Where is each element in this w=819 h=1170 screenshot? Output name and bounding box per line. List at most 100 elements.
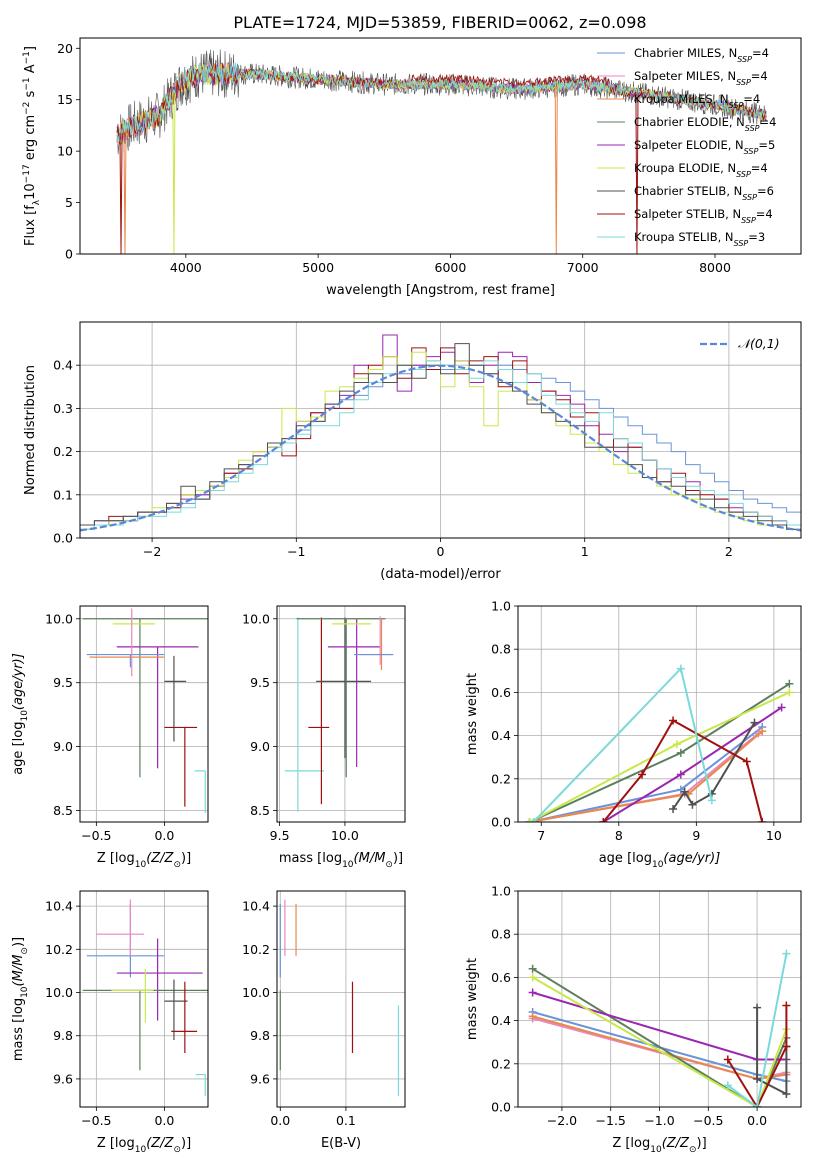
panel-mass_vs_ebv: 0.0 0.1 9.6 9.8 10.0 10.2 10.4 E(B-V)	[242, 890, 406, 1151]
x-tick-label: −0.5	[81, 1113, 111, 1128]
axes-frame	[79, 605, 209, 823]
weight-marker	[599, 818, 608, 822]
y-tick-label: 0.1	[53, 487, 73, 502]
weight-marker	[669, 805, 678, 814]
plot-area	[82, 899, 208, 1097]
weight-marker	[638, 770, 647, 779]
y-tick-label: 0.2	[491, 1056, 511, 1071]
y-tick-label: 0.8	[491, 927, 511, 942]
x-tick-label: 4000	[170, 260, 202, 275]
weight-marker	[707, 796, 716, 805]
weight-marker	[669, 716, 678, 725]
legend-label: Kroupa MILES, NSSP=4	[634, 92, 760, 110]
y-axis-label: age [log10(age/yr)]	[11, 653, 30, 775]
x-axis-label: Z [log10(Z/Z⊙)]	[612, 1136, 706, 1155]
y-tick-label: 0.0	[491, 1100, 511, 1115]
weight-marker	[785, 688, 794, 697]
y-tick-label: 10	[57, 144, 73, 159]
axes-frame	[276, 890, 406, 1108]
weight-series	[532, 976, 788, 1107]
y-tick-label: 1.0	[491, 599, 511, 614]
figure-title: PLATE=1724, MJD=53859, FIBERID=0062, z=0…	[233, 13, 646, 32]
y-tick-label: 9.0	[250, 739, 270, 754]
plot-area	[528, 949, 791, 1107]
y-tick-label: 10.2	[45, 942, 73, 957]
plot-area	[525, 664, 794, 822]
weight-marker	[723, 1081, 732, 1090]
axes-frame	[517, 605, 802, 823]
x-axis-label: (data-model)/error	[380, 567, 501, 582]
plot-area	[80, 334, 801, 532]
weight-marker	[672, 740, 681, 749]
panel-residual_hist: −2 −1 0 1 2 0.0 0.1 0.2 0.3 0.4 (data-model)/error…	[23, 321, 802, 582]
y-tick-label: 5	[65, 195, 73, 210]
y-axis-label: mass [log10(M/M⊙)]	[11, 937, 30, 1061]
y-tick-label: 10.0	[242, 985, 270, 1000]
plot-area	[116, 49, 767, 254]
x-tick-label: 0.0	[154, 1113, 174, 1128]
panel-spectrum: 4000 5000 6000 7000 8000 0 5 10 15 20 wavelength […	[22, 37, 802, 298]
y-axis-label: Flux [fλ10−17 erg cm−2 s−1 A−1]	[22, 46, 42, 246]
x-tick-label: −2.0	[547, 1113, 577, 1128]
weight-marker	[782, 1001, 791, 1010]
weight-marker	[753, 1003, 762, 1012]
weight-marker	[753, 1074, 762, 1083]
weight-series	[529, 730, 763, 822]
y-tick-label: 10.4	[45, 899, 73, 914]
y-tick-label: 0.4	[53, 358, 73, 373]
plot-area	[284, 616, 394, 812]
y-axis-label: mass weight	[465, 958, 480, 1040]
legend-label: Chabrier STELIB, NSSP=6	[634, 184, 774, 202]
weight-marker	[688, 800, 697, 809]
y-tick-label: 0	[65, 247, 73, 262]
y-tick-label: 15	[57, 92, 73, 107]
x-tick-label: 7000	[567, 260, 599, 275]
x-tick-label: 0.0	[747, 1113, 767, 1128]
weight-marker	[528, 964, 537, 973]
legend-label: Chabrier MILES, NSSP=4	[634, 46, 769, 64]
x-tick-label: −1.5	[596, 1113, 626, 1128]
x-tick-label: 0.0	[154, 828, 174, 843]
y-axis-label: mass weight	[465, 673, 480, 755]
weight-series	[726, 1005, 788, 1107]
x-tick-label: 2	[725, 544, 733, 559]
x-axis-label: Z [log10(Z/Z⊙)]	[97, 851, 191, 870]
y-tick-label: 0.3	[53, 401, 73, 416]
weight-marker	[528, 973, 537, 982]
panel-weight_vs_Z: −2.0 −1.5 −1.0 −0.5 0.0 0.0 0.2 0.4 0.6 0.8 1.0 Z […	[465, 884, 802, 1155]
y-tick-label: 9.8	[250, 1028, 270, 1043]
weight-marker	[676, 748, 685, 757]
plot-area	[279, 899, 400, 1097]
axes-frame	[276, 605, 406, 823]
y-tick-label: 0.6	[491, 970, 511, 985]
weight-marker	[750, 718, 759, 727]
spectrum-legend: Chabrier MILES, NSSP=4 Salpeter MILES, NS…	[597, 46, 776, 248]
y-tick-label: 9.5	[53, 675, 73, 690]
absorption-spike	[119, 133, 123, 254]
y-tick-label: 10.2	[242, 942, 270, 957]
absorption-spike	[172, 92, 176, 254]
weight-marker	[676, 770, 685, 779]
weight-marker	[758, 727, 767, 736]
y-tick-label: 0.2	[491, 771, 511, 786]
y-tick-label: 9.0	[53, 739, 73, 754]
weight-marker	[528, 988, 537, 997]
histogram-series	[80, 343, 801, 530]
y-tick-label: 8.5	[250, 803, 270, 818]
weight-marker	[529, 818, 538, 822]
weight-marker	[753, 1103, 762, 1107]
y-tick-label: 10.0	[45, 611, 73, 626]
plot-area	[82, 608, 208, 814]
x-tick-label: 10	[766, 828, 782, 843]
weight-marker	[676, 664, 685, 673]
x-tick-label: 9.5	[270, 828, 290, 843]
absorption-spike	[123, 130, 127, 254]
weight-marker	[742, 757, 751, 766]
y-tick-label: 0.8	[491, 642, 511, 657]
legend-label: Kroupa ELODIE, NSSP=4	[634, 161, 768, 179]
panel-weight_vs_age: 7 8 9 10 0.0 0.2 0.4 0.6 0.8 1.0 age [log10(age/yr…	[465, 599, 802, 870]
panel-mass_vs_Z: −0.5 0.0 9.6 9.8 10.0 10.2 10.4 Z [log10(Z/Z⊙)]…	[11, 890, 209, 1155]
x-tick-label: −2	[143, 544, 161, 559]
y-tick-label: 10.0	[45, 985, 73, 1000]
weight-series	[529, 691, 790, 822]
